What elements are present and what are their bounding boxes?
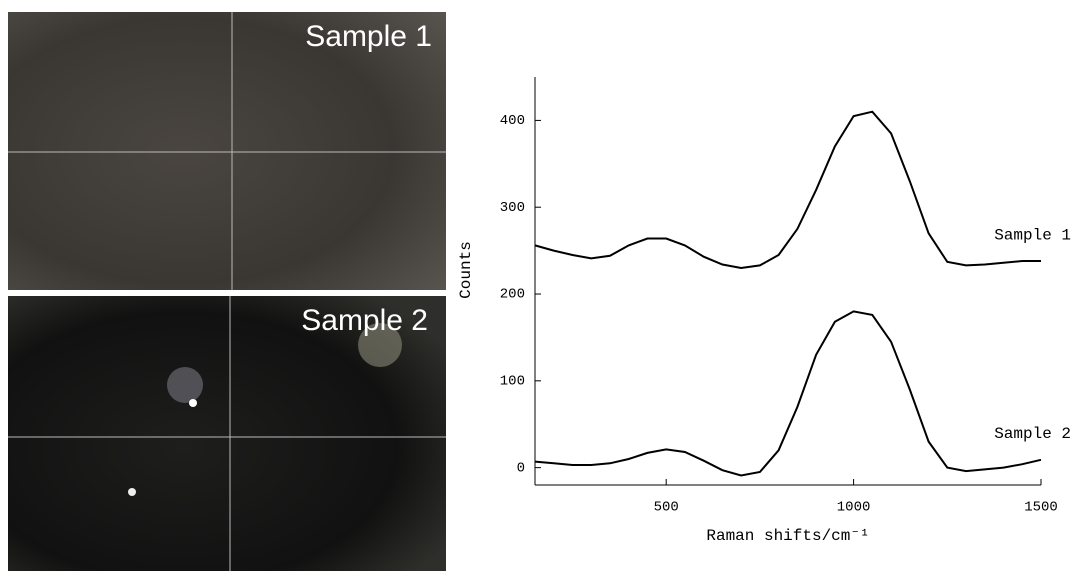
x-tick-label: 1000 bbox=[837, 500, 871, 516]
sparkle bbox=[128, 488, 136, 496]
image-label: Sample 1 bbox=[305, 20, 432, 53]
blob bbox=[358, 323, 402, 367]
y-tick-label: 200 bbox=[500, 287, 525, 303]
photo bbox=[8, 12, 446, 290]
image-label: Sample 2 bbox=[301, 304, 428, 337]
y-tick-label: 300 bbox=[500, 200, 525, 216]
sparkle bbox=[189, 399, 197, 407]
x-tick-label: 1500 bbox=[1024, 500, 1058, 516]
x-tick-label: 500 bbox=[654, 500, 679, 516]
series-label: Sample 2 bbox=[994, 425, 1071, 443]
chart: Counts Raman shifts/cm⁻¹ 0 100 200 300 400 50… bbox=[457, 77, 1071, 545]
y-tick-label: 100 bbox=[500, 374, 525, 390]
y-tick-label: 0 bbox=[517, 460, 525, 476]
series-label: Sample 1 bbox=[994, 226, 1071, 244]
blob bbox=[167, 367, 203, 403]
micrograph-1: Sample 1 bbox=[8, 12, 446, 290]
series-line bbox=[534, 310, 1042, 477]
micrograph-2: Sample 2 bbox=[8, 296, 446, 571]
y-axis-title: Counts bbox=[457, 241, 475, 299]
x-axis-title: Raman shifts/cm⁻¹ bbox=[706, 527, 869, 545]
y-tick-label: 400 bbox=[500, 113, 525, 129]
series-line bbox=[534, 110, 1041, 270]
